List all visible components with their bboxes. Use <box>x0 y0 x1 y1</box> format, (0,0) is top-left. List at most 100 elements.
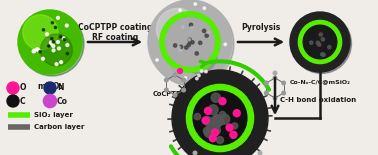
Circle shape <box>66 53 68 55</box>
Circle shape <box>43 94 57 108</box>
Circle shape <box>174 44 177 47</box>
Circle shape <box>166 18 214 66</box>
Circle shape <box>57 16 59 19</box>
Circle shape <box>180 36 217 73</box>
Circle shape <box>194 3 197 5</box>
Circle shape <box>273 96 277 100</box>
Circle shape <box>65 24 68 27</box>
Circle shape <box>321 53 324 56</box>
Circle shape <box>205 70 207 73</box>
Circle shape <box>156 59 158 61</box>
Circle shape <box>194 113 201 120</box>
Circle shape <box>273 76 277 80</box>
Circle shape <box>203 29 206 33</box>
Circle shape <box>55 63 58 66</box>
Circle shape <box>23 15 58 50</box>
Circle shape <box>219 111 226 118</box>
Circle shape <box>188 38 191 41</box>
Circle shape <box>188 38 191 41</box>
Circle shape <box>217 137 223 144</box>
Circle shape <box>215 116 222 122</box>
Circle shape <box>209 135 216 142</box>
Circle shape <box>184 77 187 79</box>
Circle shape <box>219 98 226 105</box>
Circle shape <box>208 105 218 115</box>
Circle shape <box>164 78 168 82</box>
Circle shape <box>318 43 321 46</box>
Circle shape <box>178 69 183 73</box>
Text: C-H bond oxidation: C-H bond oxidation <box>280 97 356 103</box>
Circle shape <box>214 122 221 128</box>
Circle shape <box>18 10 82 74</box>
Circle shape <box>195 52 198 55</box>
Circle shape <box>214 115 223 124</box>
Circle shape <box>321 38 325 41</box>
Circle shape <box>42 29 45 31</box>
Circle shape <box>44 82 56 94</box>
Circle shape <box>203 117 212 126</box>
Circle shape <box>189 41 192 44</box>
Circle shape <box>282 81 285 85</box>
Circle shape <box>208 119 215 126</box>
Circle shape <box>51 22 54 24</box>
Circle shape <box>290 12 350 72</box>
Text: RF coating: RF coating <box>92 33 138 42</box>
Circle shape <box>7 82 19 94</box>
Circle shape <box>310 41 313 44</box>
Circle shape <box>291 13 352 73</box>
Circle shape <box>56 41 59 43</box>
Circle shape <box>212 129 219 136</box>
Circle shape <box>39 51 41 53</box>
Text: CoCPTPP coating: CoCPTPP coating <box>78 24 152 33</box>
Circle shape <box>59 36 62 38</box>
Circle shape <box>180 45 183 49</box>
Circle shape <box>211 93 220 102</box>
Circle shape <box>66 44 69 46</box>
Circle shape <box>46 33 48 36</box>
Circle shape <box>316 41 319 44</box>
Circle shape <box>220 114 230 124</box>
Circle shape <box>198 74 200 77</box>
Text: CoCPTPP/RF@mSiO₂: CoCPTPP/RF@mSiO₂ <box>153 91 228 97</box>
Circle shape <box>205 34 208 37</box>
Circle shape <box>211 117 217 123</box>
Text: Pyrolysis: Pyrolysis <box>242 24 280 33</box>
Circle shape <box>200 70 203 72</box>
Circle shape <box>182 88 186 92</box>
Circle shape <box>212 126 220 135</box>
Circle shape <box>62 37 65 40</box>
Circle shape <box>213 118 222 126</box>
Circle shape <box>179 49 181 52</box>
Circle shape <box>193 151 197 155</box>
Circle shape <box>206 125 214 134</box>
Circle shape <box>20 12 84 76</box>
Circle shape <box>60 61 63 64</box>
Text: O: O <box>20 84 26 93</box>
Circle shape <box>230 131 237 138</box>
Text: Carbon layer: Carbon layer <box>34 124 84 130</box>
Circle shape <box>37 49 40 52</box>
Circle shape <box>207 31 210 34</box>
Circle shape <box>202 117 209 124</box>
Circle shape <box>303 25 337 59</box>
Circle shape <box>273 71 277 75</box>
Text: N: N <box>57 84 64 93</box>
Circle shape <box>212 115 221 123</box>
Text: Co-Nₓ-C/C@mSiO₂: Co-Nₓ-C/C@mSiO₂ <box>290 79 350 84</box>
Circle shape <box>40 34 73 66</box>
Circle shape <box>198 41 202 44</box>
Circle shape <box>224 43 226 46</box>
Circle shape <box>50 41 52 44</box>
Text: C: C <box>20 97 26 106</box>
Circle shape <box>173 73 177 77</box>
Circle shape <box>51 37 53 40</box>
Circle shape <box>160 12 220 72</box>
Circle shape <box>184 46 188 49</box>
Circle shape <box>189 23 193 27</box>
Circle shape <box>52 41 54 43</box>
Text: Co: Co <box>57 97 68 106</box>
Circle shape <box>173 93 177 97</box>
Circle shape <box>191 41 194 44</box>
Circle shape <box>282 91 285 95</box>
Text: mSiO₂: mSiO₂ <box>37 82 63 91</box>
